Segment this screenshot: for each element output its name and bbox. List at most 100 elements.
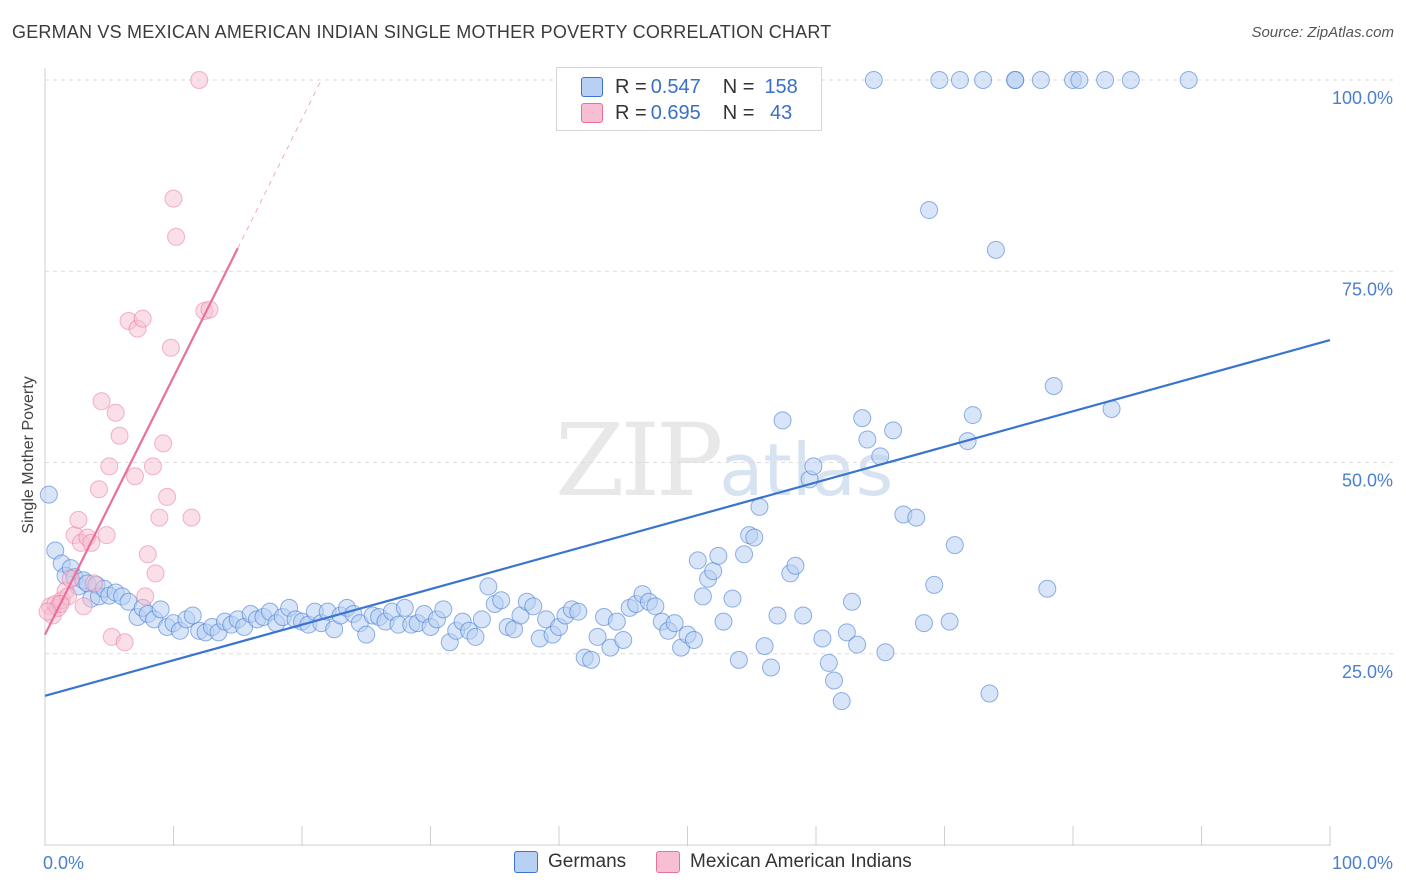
point-germans — [183, 606, 202, 625]
legend-n-value-mexican-american-indians: 43 — [764, 101, 793, 124]
legend-item-mexican-american-indians: Mexican American Indians — [656, 851, 912, 873]
point-germans — [729, 650, 748, 669]
legend-n-label-mexican-american-indians: N = — [722, 101, 755, 124]
point-mexican-american-indians — [190, 71, 209, 89]
point-germans — [479, 577, 498, 596]
chart-title: GERMAN VS MEXICAN AMERICAN INDIAN SINGLE… — [12, 22, 832, 42]
point-germans — [745, 528, 764, 547]
legend-row-mexican-american-indians: R = 0.695 N = 43 — [581, 100, 792, 126]
legend-n-value-germans: 158 — [764, 75, 798, 98]
point-germans — [762, 658, 781, 677]
point-mexican-american-indians — [146, 564, 165, 583]
correlation-legend: R = 0.547 N = 158 R = 0.695 N = 43 — [556, 67, 822, 131]
point-mexican-american-indians — [89, 480, 108, 499]
series-legend: Germans Mexican American Indians — [0, 851, 1406, 879]
point-germans — [607, 612, 626, 631]
point-germans — [940, 612, 959, 631]
point-germans — [832, 692, 851, 711]
point-mexican-american-indians — [106, 403, 125, 422]
point-mexican-american-indians — [97, 526, 116, 545]
point-germans — [786, 556, 805, 575]
point-mexican-american-indians — [161, 338, 180, 357]
point-mexican-american-indians — [69, 510, 88, 529]
legend-n-label-germans: N = — [722, 75, 755, 98]
point-germans — [755, 637, 774, 656]
point-germans — [688, 551, 707, 570]
point-germans — [151, 600, 170, 619]
legend-r-label-mexican-american-indians: R = — [615, 101, 647, 124]
point-mexican-american-indians — [150, 508, 169, 527]
point-mexican-american-indians — [133, 309, 152, 328]
legend-r-label-germans: R = — [615, 75, 647, 98]
point-germans — [1179, 71, 1198, 89]
point-mexican-american-indians — [110, 426, 129, 445]
point-germans — [1121, 71, 1140, 89]
point-germans — [858, 430, 877, 449]
point-germans — [735, 545, 754, 564]
point-germans — [930, 71, 949, 89]
point-germans — [794, 606, 813, 625]
legend-swatch-germans-bottom — [514, 851, 538, 873]
point-germans — [980, 684, 999, 703]
legend-label-germans: Germans — [548, 851, 627, 872]
point-germans — [768, 606, 787, 625]
axes — [44, 68, 1331, 846]
point-mexican-american-indians — [92, 392, 111, 411]
germans-points — [39, 71, 1198, 711]
legend-swatch-germans — [581, 77, 603, 97]
point-germans — [472, 610, 491, 629]
legend-label-mexican-american-indians: Mexican American Indians — [690, 851, 912, 872]
watermark-zip: ZIP — [555, 402, 723, 519]
point-germans — [945, 536, 964, 555]
trend-line-germans — [44, 339, 1331, 697]
point-germans — [723, 589, 742, 608]
point-germans — [804, 457, 823, 476]
point-germans — [466, 627, 485, 646]
point-germans — [864, 71, 883, 89]
legend-r-value-germans: 0.547 — [650, 75, 701, 98]
point-germans — [492, 591, 511, 610]
legend-item-germans: Germans — [514, 851, 626, 873]
point-germans — [395, 598, 414, 617]
point-mexican-american-indians — [158, 487, 177, 506]
y-tick-label: 50.0% — [1342, 471, 1393, 491]
point-germans — [974, 71, 993, 89]
point-germans — [819, 653, 838, 672]
point-germans — [925, 575, 944, 594]
y-axis-label: Single Mother Poverty — [20, 376, 37, 533]
point-germans — [1031, 71, 1050, 89]
point-mexican-american-indians — [74, 597, 93, 616]
point-germans — [357, 625, 376, 644]
point-mexican-american-indians — [138, 545, 157, 564]
point-germans — [684, 630, 703, 649]
point-germans — [646, 597, 665, 616]
trend-extension-mexican-american-indians — [237, 79, 322, 249]
legend-swatch-mexican-american-indians — [581, 103, 603, 123]
point-germans — [704, 562, 723, 581]
point-germans — [853, 409, 872, 428]
x-tick-label-min: 0.0% — [43, 853, 84, 873]
point-germans — [884, 421, 903, 440]
point-germans — [848, 635, 867, 654]
point-germans — [837, 623, 856, 642]
tick-labels: 25.0% 50.0% 75.0% 100.0% 0.0% 100.0% — [43, 88, 1393, 873]
trend-line-mexican-american-indians — [44, 247, 239, 636]
point-germans — [750, 497, 769, 516]
point-germans — [914, 614, 933, 633]
point-germans — [588, 627, 607, 646]
point-germans — [1006, 71, 1025, 89]
point-mexican-american-indians — [115, 633, 134, 652]
point-germans — [524, 597, 543, 616]
point-germans — [714, 612, 733, 631]
point-germans — [434, 600, 453, 619]
point-germans — [1038, 579, 1057, 598]
point-mexican-american-indians — [125, 467, 144, 486]
point-germans — [813, 629, 832, 648]
point-germans — [876, 643, 895, 662]
point-germans — [824, 671, 843, 690]
y-tick-label: 100.0% — [1332, 88, 1393, 108]
point-germans — [614, 630, 633, 649]
point-germans — [1070, 71, 1089, 89]
point-germans — [709, 546, 728, 565]
